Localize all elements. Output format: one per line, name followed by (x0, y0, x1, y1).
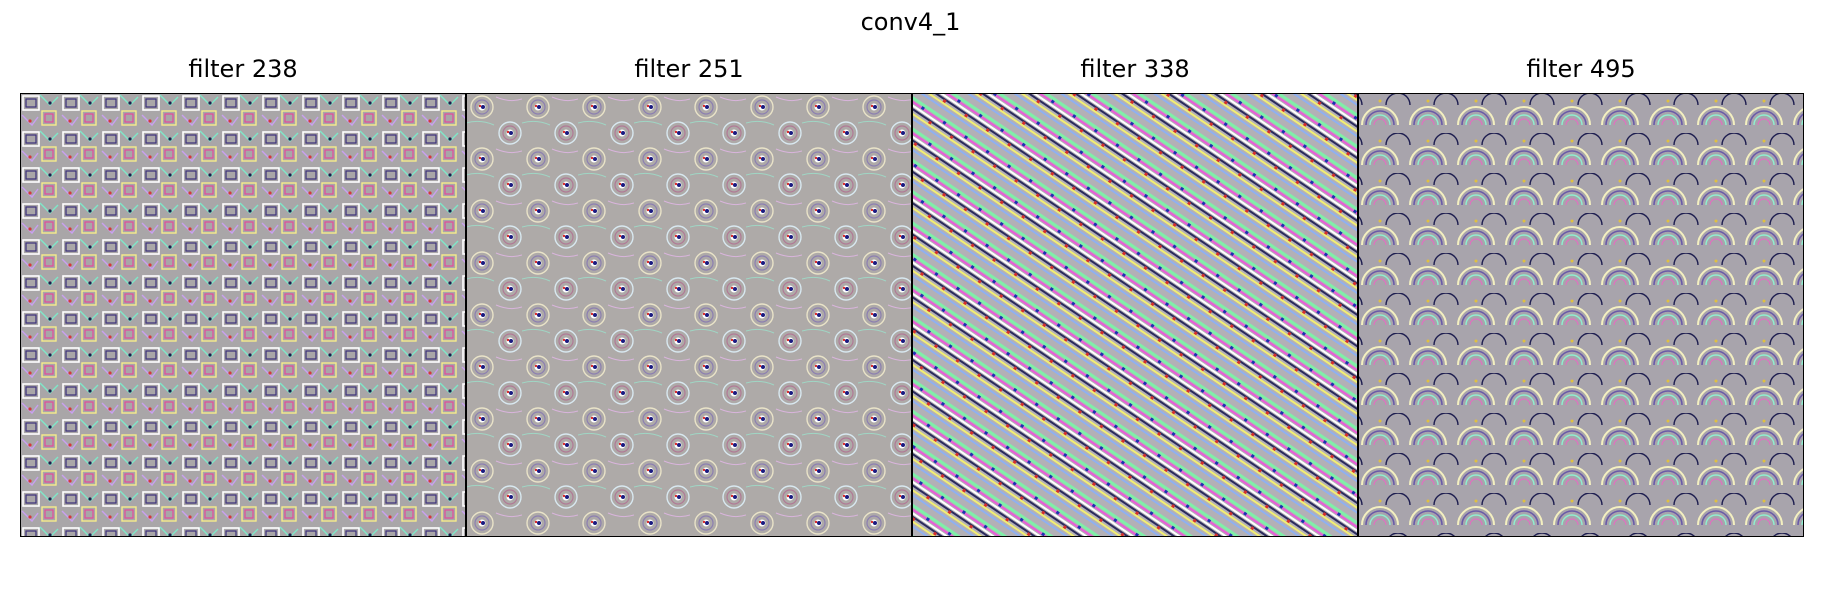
filter-338-visualization (912, 93, 1358, 537)
panel-filter-495: filter 495 (1358, 55, 1804, 537)
panel-filter-238: filter 238 (20, 55, 466, 537)
figure-title: conv4_1 (860, 8, 961, 36)
panel-title: filter 338 (1080, 55, 1190, 83)
panel-filter-338: filter 338 (912, 55, 1358, 537)
filter-495-visualization (1358, 93, 1804, 537)
filter-251-visualization (466, 93, 912, 537)
panel-title: filter 495 (1526, 55, 1636, 83)
panel-filter-251: filter 251 (466, 55, 912, 537)
panel-title: filter 251 (634, 55, 744, 83)
filter-238-visualization (20, 93, 466, 537)
panel-title: filter 238 (188, 55, 298, 83)
